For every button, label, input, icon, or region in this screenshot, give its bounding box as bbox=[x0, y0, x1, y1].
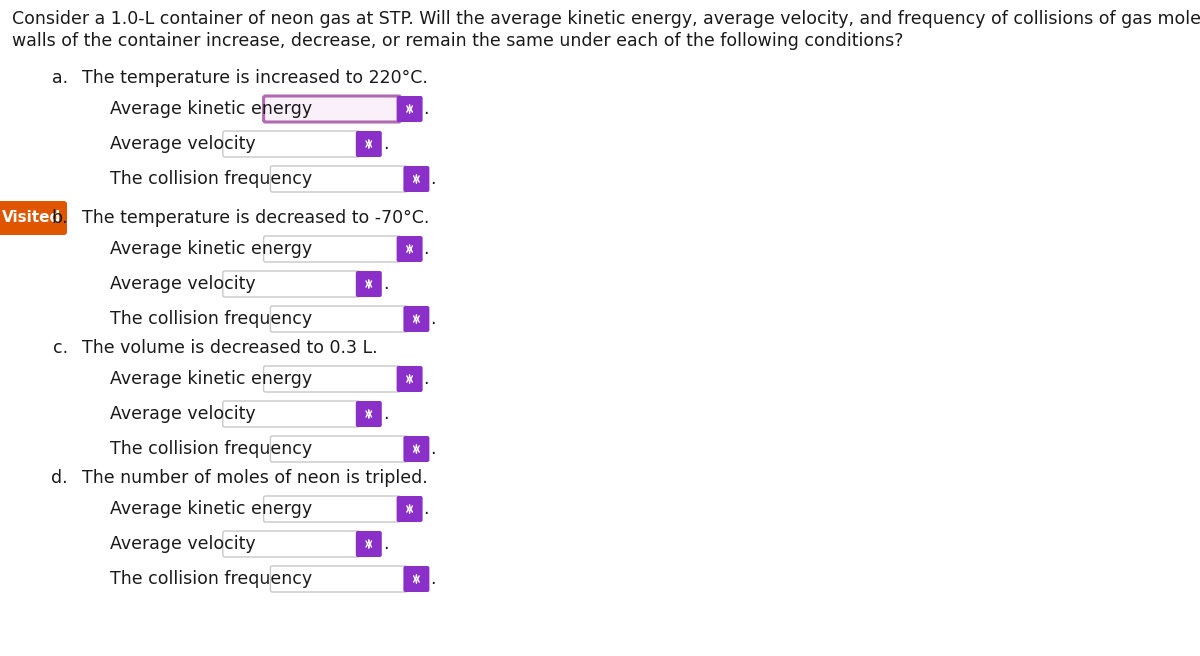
Text: The volume is decreased to 0.3 L.: The volume is decreased to 0.3 L. bbox=[82, 339, 378, 357]
FancyBboxPatch shape bbox=[396, 96, 422, 122]
Text: Average velocity: Average velocity bbox=[110, 135, 256, 153]
Text: The collision frequency: The collision frequency bbox=[110, 170, 312, 188]
FancyBboxPatch shape bbox=[264, 496, 401, 522]
Text: .: . bbox=[424, 100, 430, 118]
FancyBboxPatch shape bbox=[0, 201, 67, 235]
FancyBboxPatch shape bbox=[403, 306, 430, 332]
Text: .: . bbox=[383, 535, 389, 553]
Text: .: . bbox=[383, 405, 389, 423]
Text: Average velocity: Average velocity bbox=[110, 275, 256, 293]
Text: .: . bbox=[431, 310, 436, 328]
Text: .: . bbox=[431, 170, 436, 188]
Text: Average kinetic energy: Average kinetic energy bbox=[110, 500, 312, 518]
FancyBboxPatch shape bbox=[270, 166, 408, 192]
FancyBboxPatch shape bbox=[396, 366, 422, 392]
Text: Consider a 1.0-L container of neon gas at STP. Will the average kinetic energy, : Consider a 1.0-L container of neon gas a… bbox=[12, 10, 1200, 28]
Text: .: . bbox=[424, 500, 430, 518]
Text: The collision frequency: The collision frequency bbox=[110, 570, 312, 588]
Text: The temperature is decreased to -70°C.: The temperature is decreased to -70°C. bbox=[82, 209, 430, 227]
FancyBboxPatch shape bbox=[223, 271, 360, 297]
Text: The temperature is increased to 220°C.: The temperature is increased to 220°C. bbox=[82, 69, 428, 87]
FancyBboxPatch shape bbox=[396, 496, 422, 522]
FancyBboxPatch shape bbox=[403, 436, 430, 462]
Text: walls of the container increase, decrease, or remain the same under each of the : walls of the container increase, decreas… bbox=[12, 32, 904, 50]
Text: d.: d. bbox=[52, 469, 68, 487]
FancyBboxPatch shape bbox=[264, 96, 401, 122]
Text: Average kinetic energy: Average kinetic energy bbox=[110, 370, 312, 388]
FancyBboxPatch shape bbox=[356, 401, 382, 427]
FancyBboxPatch shape bbox=[356, 271, 382, 297]
Text: The number of moles of neon is tripled.: The number of moles of neon is tripled. bbox=[82, 469, 427, 487]
Text: The collision frequency: The collision frequency bbox=[110, 310, 312, 328]
Text: The collision frequency: The collision frequency bbox=[110, 440, 312, 458]
FancyBboxPatch shape bbox=[396, 236, 422, 262]
Text: b.: b. bbox=[52, 209, 68, 227]
FancyBboxPatch shape bbox=[223, 131, 360, 157]
FancyBboxPatch shape bbox=[270, 566, 408, 592]
Text: .: . bbox=[431, 570, 436, 588]
Text: .: . bbox=[383, 275, 389, 293]
FancyBboxPatch shape bbox=[403, 566, 430, 592]
FancyBboxPatch shape bbox=[356, 131, 382, 157]
FancyBboxPatch shape bbox=[403, 166, 430, 192]
FancyBboxPatch shape bbox=[264, 366, 401, 392]
FancyBboxPatch shape bbox=[223, 531, 360, 557]
FancyBboxPatch shape bbox=[270, 436, 408, 462]
Text: a.: a. bbox=[52, 69, 68, 87]
Text: .: . bbox=[431, 440, 436, 458]
Text: c.: c. bbox=[53, 339, 68, 357]
Text: .: . bbox=[383, 135, 389, 153]
FancyBboxPatch shape bbox=[264, 236, 401, 262]
Text: Average velocity: Average velocity bbox=[110, 535, 256, 553]
Text: Average velocity: Average velocity bbox=[110, 405, 256, 423]
FancyBboxPatch shape bbox=[356, 531, 382, 557]
Text: Average kinetic energy: Average kinetic energy bbox=[110, 100, 312, 118]
FancyBboxPatch shape bbox=[270, 306, 408, 332]
FancyBboxPatch shape bbox=[223, 401, 360, 427]
Text: Average kinetic energy: Average kinetic energy bbox=[110, 240, 312, 258]
Text: Visited: Visited bbox=[2, 211, 61, 226]
Text: .: . bbox=[424, 370, 430, 388]
Text: .: . bbox=[424, 240, 430, 258]
